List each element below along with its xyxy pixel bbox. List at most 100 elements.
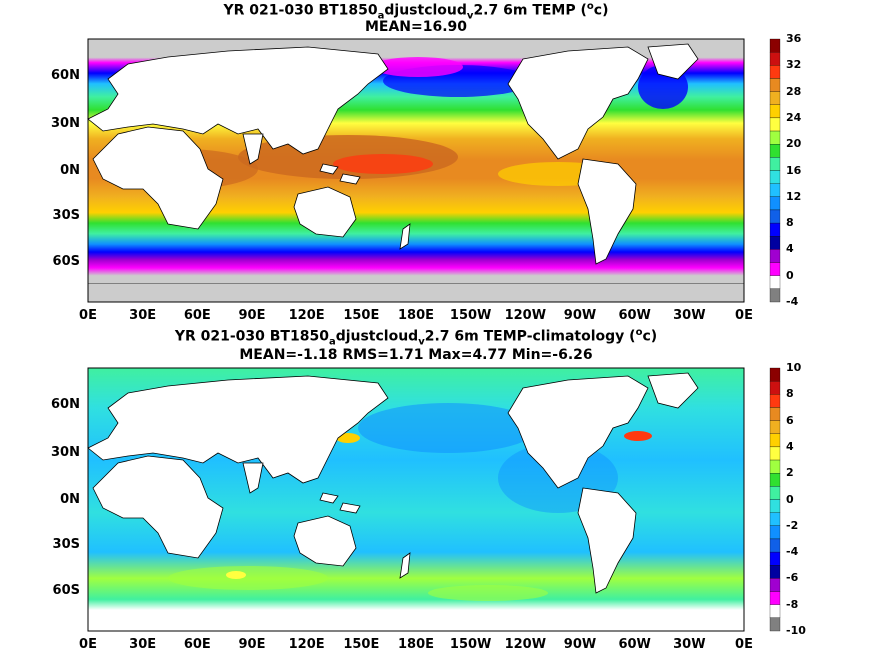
bottom-colorbar: [769, 367, 781, 632]
colorbar-tick-label: 10: [786, 361, 802, 374]
colorbar-swatch: [769, 183, 781, 197]
colorbar-swatch: [769, 117, 781, 132]
bottom-map: [87, 367, 745, 632]
colorbar-tick-label: -6: [786, 571, 799, 585]
lat-label: 0N: [60, 491, 80, 507]
colorbar-swatch: [769, 394, 781, 408]
colorbar-swatch: [769, 433, 781, 448]
lon-label: 0E: [735, 637, 753, 652]
lat-label: 30S: [52, 537, 80, 553]
lon-label: 60E: [183, 637, 211, 652]
colorbar-swatch: [769, 91, 781, 105]
colorbar-swatch: [769, 144, 781, 158]
colorbar-swatch: [769, 209, 781, 224]
colorbar-swatch: [769, 130, 781, 145]
lon-label: 150W: [449, 308, 492, 323]
colorbar-swatch: [769, 104, 781, 119]
lon-label: 150E: [343, 308, 380, 323]
colorbar-swatch: [769, 65, 781, 79]
lon-label: 120E: [288, 637, 325, 652]
colorbar-tick-label: 2: [786, 466, 794, 480]
colorbar-swatch: [769, 380, 781, 395]
lon-label: 180E: [397, 637, 435, 652]
colorbar-swatch: [769, 78, 781, 92]
colorbar-tick-label: 20: [786, 137, 802, 151]
colorbar-swatch: [769, 236, 781, 250]
top-colorbar: [769, 38, 781, 303]
colorbar-tick-label: 12: [786, 189, 802, 203]
bottom-map-frame: [87, 367, 745, 632]
colorbar-swatch: [769, 420, 781, 434]
colorbar-swatch: [769, 288, 781, 303]
lon-label: 0E: [735, 308, 753, 323]
colorbar-tick-label: -8: [786, 597, 799, 611]
lat-label: 60N: [51, 67, 80, 83]
lon-label: 60E: [183, 308, 211, 323]
lat-label: 60S: [52, 583, 80, 599]
lon-label: 60W: [618, 308, 651, 323]
colorbar-tick-label: 28: [786, 84, 802, 98]
colorbar-swatch: [769, 486, 781, 500]
colorbar-swatch: [769, 367, 781, 382]
lon-label: 180E: [397, 308, 435, 323]
colorbar-swatch: [769, 538, 781, 553]
lon-label: 30W: [673, 308, 706, 323]
colorbar-swatch: [769, 499, 781, 513]
lon-label: 120E: [288, 308, 325, 323]
top-stats: MEAN=16.90: [364, 19, 468, 35]
colorbar-tick-label: -2: [786, 518, 799, 532]
lon-label: 0E: [79, 308, 97, 323]
lon-label: 120W: [504, 637, 547, 652]
lat-label: 30N: [51, 116, 80, 131]
colorbar-swatch: [769, 52, 781, 66]
lat-label: 30S: [52, 208, 80, 224]
colorbar-swatch: [769, 565, 781, 579]
colorbar-tick-label: 36: [786, 32, 802, 45]
colorbar-tick-label: 4: [786, 439, 794, 453]
colorbar-tick-label: 8: [786, 387, 794, 401]
colorbar-swatch: [769, 551, 781, 566]
top-title: YR 021-030 BT1850adjustcloudv2.7 6m TEMP…: [223, 1, 609, 22]
colorbar-swatch: [769, 275, 781, 290]
lon-label: 90E: [238, 637, 266, 652]
lon-label: 30E: [129, 308, 157, 323]
colorbar-swatch: [769, 38, 781, 53]
lat-label: 60N: [51, 396, 80, 412]
lon-label: 30W: [673, 637, 706, 652]
colorbar-swatch: [769, 170, 781, 184]
bottom-stats: MEAN=-1.18 RMS=1.71 Max=4.77 Min=-6.26: [239, 347, 593, 363]
colorbar-swatch: [769, 262, 781, 276]
top-map: [87, 38, 745, 303]
lon-label: 150W: [449, 637, 492, 652]
lon-label: 150E: [343, 637, 380, 652]
lon-label: 0E: [79, 637, 97, 652]
lon-label: 30E: [129, 637, 157, 652]
colorbar-tick-label: 32: [786, 58, 802, 72]
lon-label: 60W: [618, 637, 651, 652]
colorbar-swatch: [769, 525, 781, 540]
colorbar-swatch: [769, 407, 781, 421]
colorbar-tick-label: 6: [786, 413, 794, 427]
colorbar-swatch: [769, 222, 781, 237]
colorbar-swatch: [769, 446, 781, 461]
colorbar-tick-label: -10: [786, 624, 806, 637]
lat-label: 0N: [60, 162, 80, 178]
colorbar-swatch: [769, 578, 781, 592]
top-map-frame: [87, 38, 745, 303]
colorbar-tick-label: -4: [786, 295, 799, 308]
lon-label: 120W: [504, 308, 547, 323]
lon-label: 90W: [563, 637, 597, 652]
colorbar-swatch: [769, 604, 781, 619]
colorbar-tick-label: -4: [786, 545, 799, 559]
colorbar-tick-label: 0: [786, 492, 794, 506]
colorbar-tick-label: 24: [786, 110, 802, 124]
colorbar-tick-label: 4: [786, 242, 794, 256]
colorbar-tick-label: 0: [786, 268, 794, 282]
colorbar-swatch: [769, 473, 781, 487]
colorbar-swatch: [769, 617, 781, 632]
lon-label: 90W: [563, 308, 597, 323]
colorbar-swatch: [769, 459, 781, 474]
colorbar-swatch: [769, 157, 781, 171]
colorbar-swatch: [769, 196, 781, 211]
